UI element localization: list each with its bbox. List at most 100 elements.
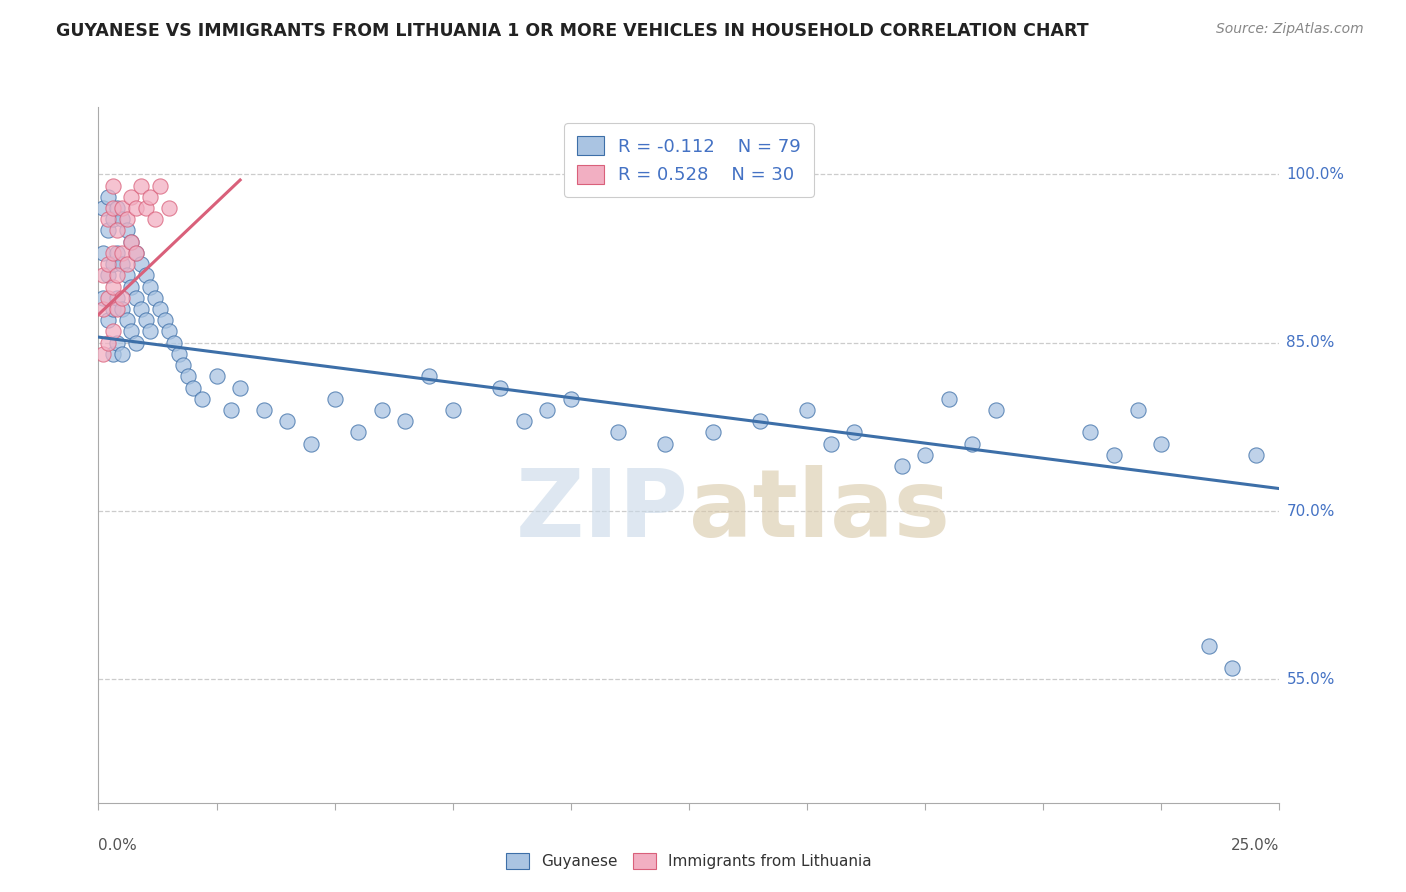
Point bbox=[101, 301, 124, 316]
Point bbox=[101, 257, 124, 271]
Point bbox=[101, 347, 124, 361]
Point bbox=[97, 313, 120, 327]
Point bbox=[91, 301, 114, 316]
Point bbox=[167, 347, 190, 361]
Point bbox=[125, 201, 148, 215]
Point bbox=[97, 223, 120, 237]
Point bbox=[153, 313, 176, 327]
Point bbox=[1080, 425, 1102, 440]
Point bbox=[1198, 639, 1220, 653]
Point bbox=[748, 414, 770, 428]
Point bbox=[111, 347, 134, 361]
Text: GUYANESE VS IMMIGRANTS FROM LITHUANIA 1 OR MORE VEHICLES IN HOUSEHOLD CORRELATIO: GUYANESE VS IMMIGRANTS FROM LITHUANIA 1 … bbox=[56, 22, 1088, 40]
Point bbox=[105, 201, 128, 215]
Point bbox=[512, 414, 534, 428]
Point bbox=[253, 403, 276, 417]
Point bbox=[101, 178, 124, 193]
Point bbox=[97, 212, 120, 227]
Point bbox=[91, 268, 114, 283]
Point bbox=[394, 414, 416, 428]
Point bbox=[97, 335, 120, 350]
Point bbox=[181, 381, 204, 395]
Point bbox=[91, 246, 114, 260]
Point bbox=[101, 279, 124, 293]
Point bbox=[299, 436, 322, 450]
Point bbox=[91, 347, 114, 361]
Text: 100.0%: 100.0% bbox=[1286, 167, 1344, 182]
Point bbox=[101, 325, 124, 339]
Point bbox=[796, 403, 818, 417]
Point bbox=[129, 178, 152, 193]
Point bbox=[97, 257, 120, 271]
Point bbox=[1220, 661, 1243, 675]
Text: 25.0%: 25.0% bbox=[1232, 838, 1279, 854]
Point bbox=[105, 246, 128, 260]
Text: ZIP: ZIP bbox=[516, 465, 689, 557]
Point bbox=[157, 325, 180, 339]
Point bbox=[418, 369, 440, 384]
Point bbox=[125, 246, 148, 260]
Point bbox=[105, 335, 128, 350]
Point bbox=[101, 201, 124, 215]
Text: Source: ZipAtlas.com: Source: ZipAtlas.com bbox=[1216, 22, 1364, 37]
Point bbox=[844, 425, 866, 440]
Point bbox=[125, 335, 148, 350]
Point bbox=[115, 313, 138, 327]
Point bbox=[129, 257, 152, 271]
Point bbox=[441, 403, 464, 417]
Point bbox=[914, 448, 936, 462]
Point bbox=[91, 291, 114, 305]
Point bbox=[654, 436, 676, 450]
Point bbox=[91, 201, 114, 215]
Point bbox=[97, 291, 120, 305]
Point bbox=[536, 403, 558, 417]
Point bbox=[139, 279, 162, 293]
Point bbox=[205, 369, 228, 384]
Text: 55.0%: 55.0% bbox=[1286, 672, 1334, 687]
Text: 85.0%: 85.0% bbox=[1286, 335, 1334, 351]
Point bbox=[129, 301, 152, 316]
Point bbox=[125, 246, 148, 260]
Point bbox=[489, 381, 512, 395]
Point bbox=[702, 425, 724, 440]
Point bbox=[139, 190, 162, 204]
Point bbox=[115, 212, 138, 227]
Point bbox=[111, 201, 134, 215]
Point bbox=[1126, 403, 1149, 417]
Text: 70.0%: 70.0% bbox=[1286, 503, 1334, 518]
Point bbox=[135, 268, 157, 283]
Point bbox=[115, 223, 138, 237]
Text: 0.0%: 0.0% bbox=[98, 838, 138, 854]
Point bbox=[820, 436, 842, 450]
Point bbox=[101, 246, 124, 260]
Point bbox=[121, 235, 143, 249]
Point bbox=[115, 268, 138, 283]
Point bbox=[97, 190, 120, 204]
Legend: Guyanese, Immigrants from Lithuania: Guyanese, Immigrants from Lithuania bbox=[496, 845, 882, 879]
Point bbox=[347, 425, 370, 440]
Point bbox=[105, 301, 128, 316]
Point bbox=[607, 425, 630, 440]
Point bbox=[105, 291, 128, 305]
Point bbox=[143, 291, 166, 305]
Point bbox=[191, 392, 214, 406]
Point bbox=[101, 212, 124, 227]
Point bbox=[984, 403, 1007, 417]
Point bbox=[229, 381, 252, 395]
Point bbox=[177, 369, 200, 384]
Point bbox=[1244, 448, 1267, 462]
Point bbox=[371, 403, 394, 417]
Point bbox=[115, 257, 138, 271]
Point bbox=[219, 403, 242, 417]
Point bbox=[111, 212, 134, 227]
Point bbox=[111, 301, 134, 316]
Point bbox=[938, 392, 960, 406]
Point bbox=[157, 201, 180, 215]
Point bbox=[97, 268, 120, 283]
Point bbox=[172, 358, 194, 372]
Point bbox=[111, 291, 134, 305]
Point bbox=[323, 392, 346, 406]
Point bbox=[105, 223, 128, 237]
Point bbox=[163, 335, 186, 350]
Point bbox=[121, 190, 143, 204]
